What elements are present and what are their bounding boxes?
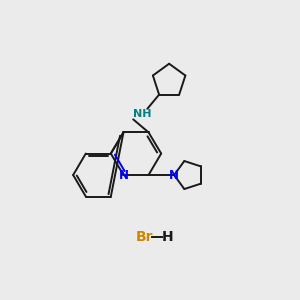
Text: Br: Br — [135, 230, 153, 244]
Text: NH: NH — [133, 109, 151, 119]
Text: H: H — [161, 230, 173, 244]
Text: N: N — [118, 169, 128, 182]
Text: N: N — [169, 169, 179, 182]
